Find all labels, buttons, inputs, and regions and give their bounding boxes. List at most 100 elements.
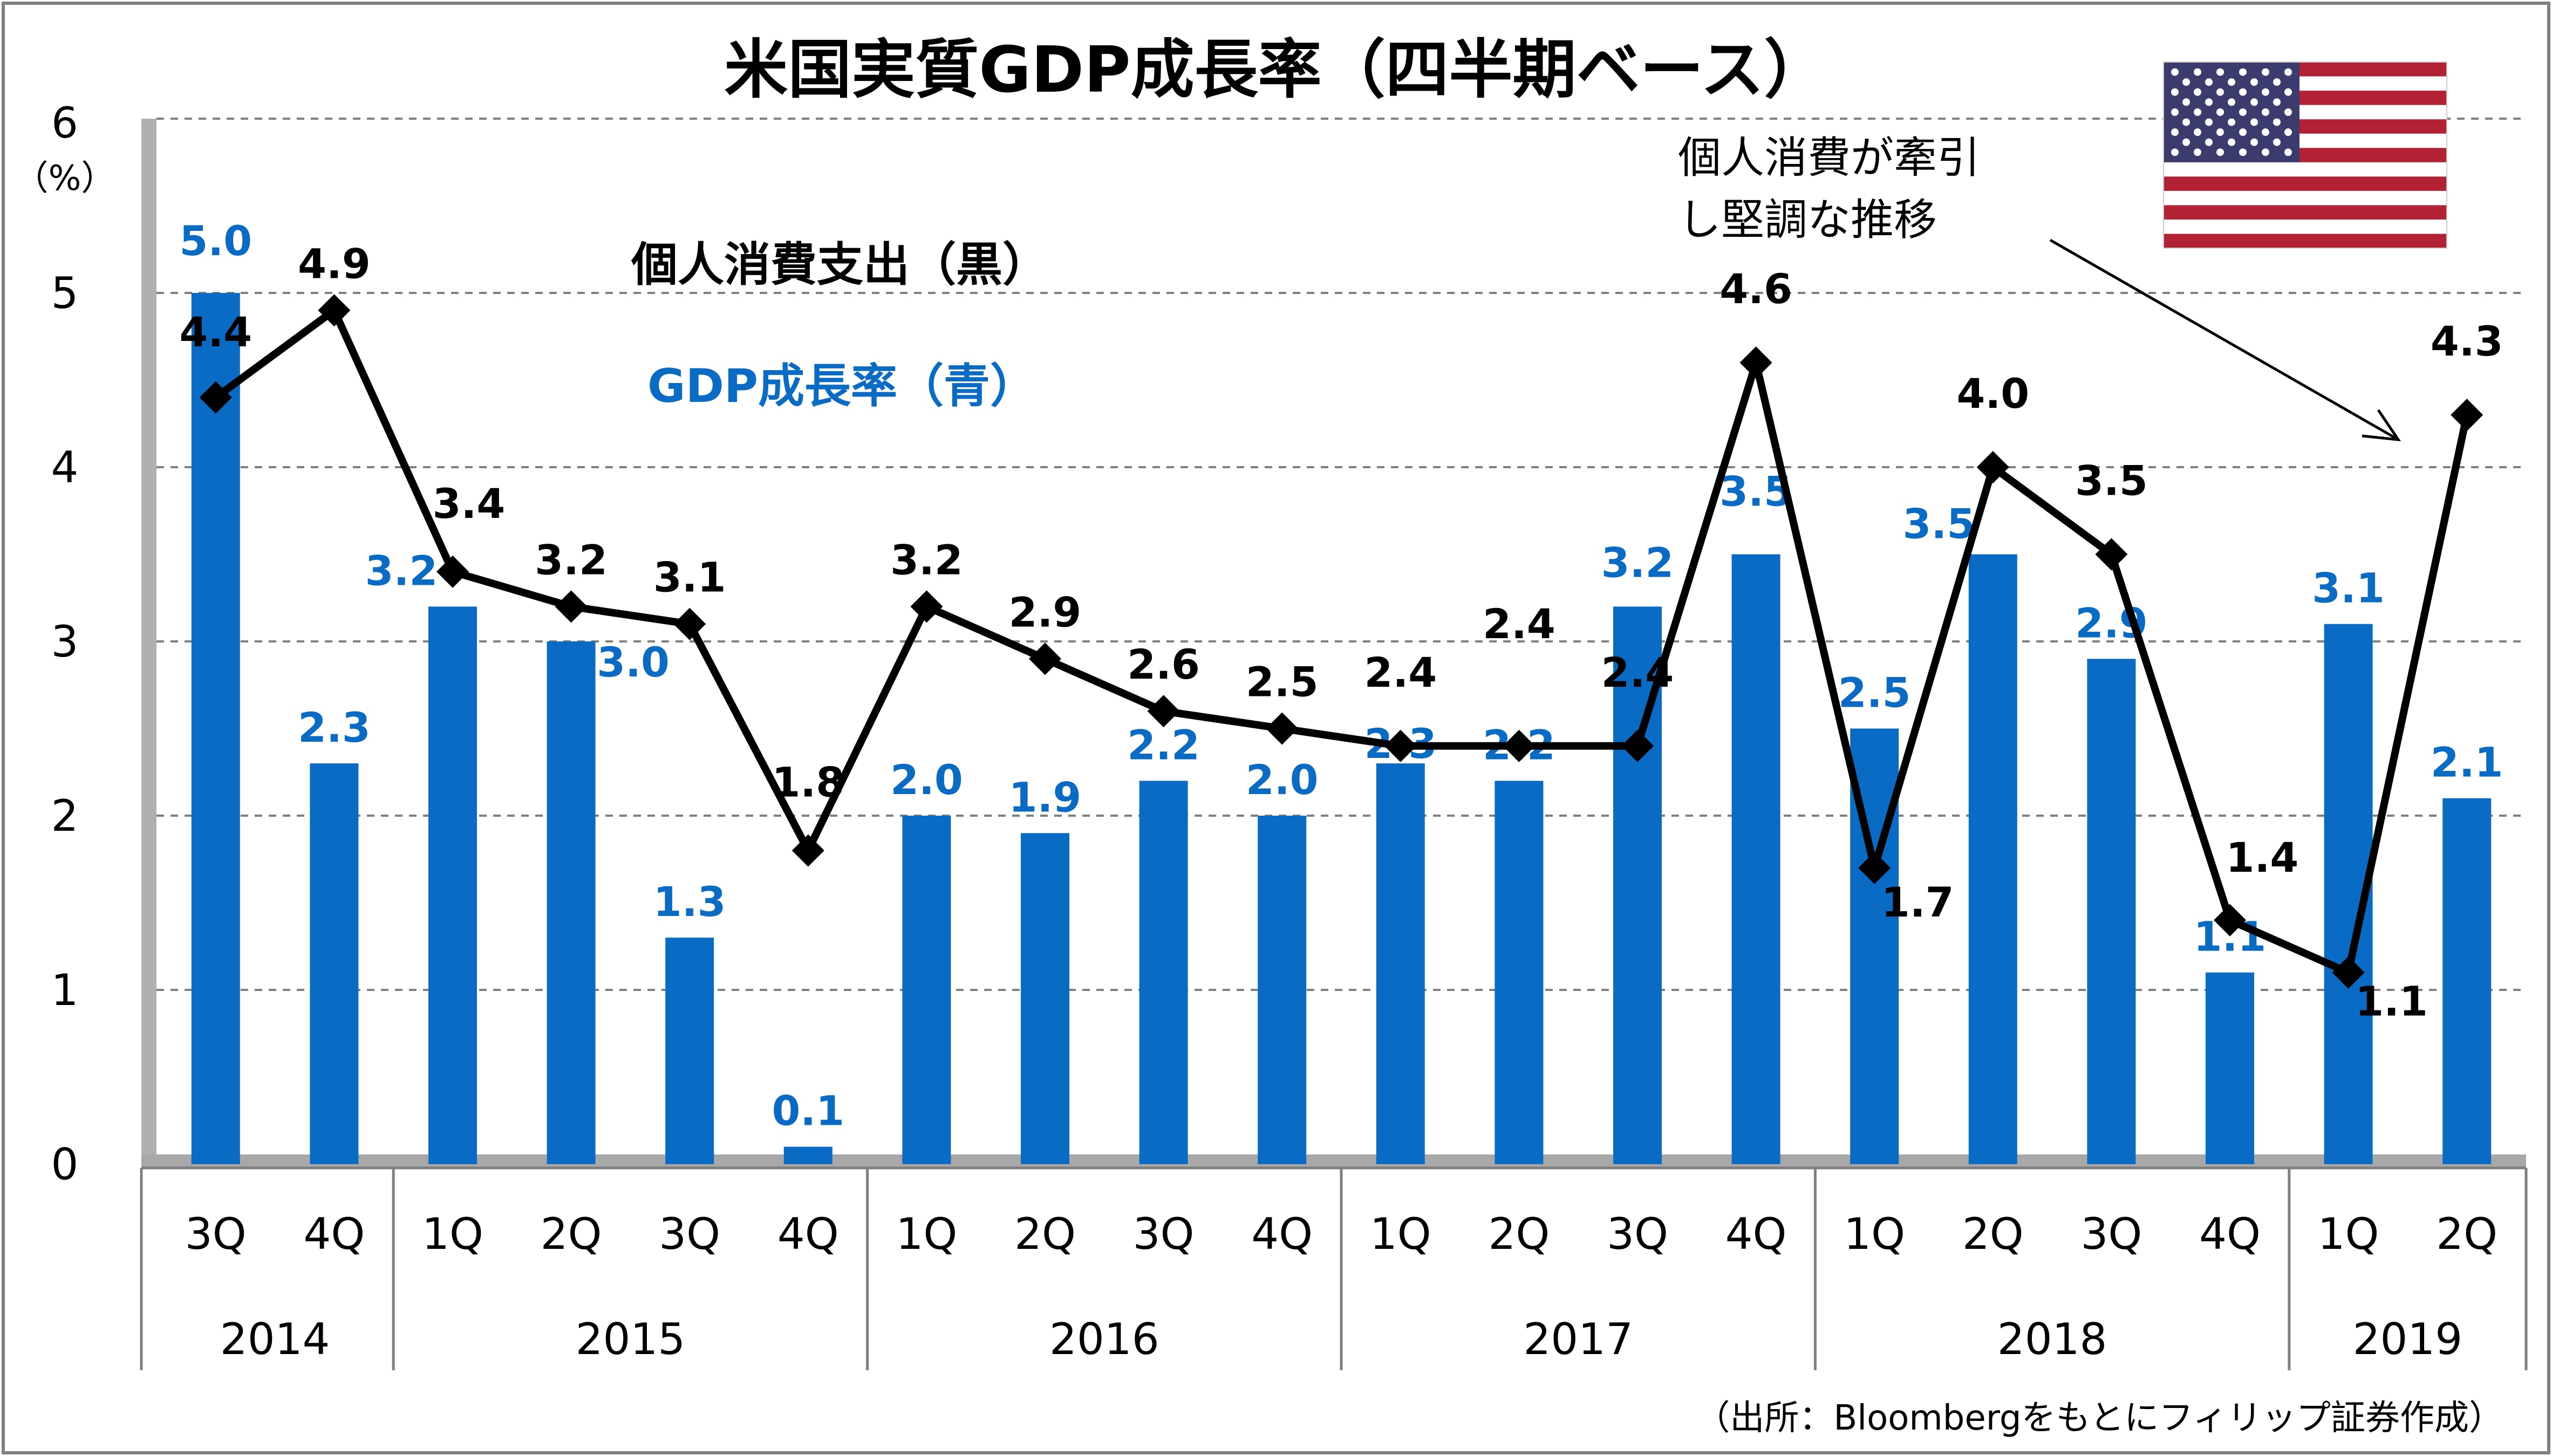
axis-wall: [141, 119, 156, 1165]
flag-star: [2239, 148, 2247, 156]
flag-star: [2284, 108, 2292, 116]
y-tick-label: 1: [51, 965, 79, 1015]
y-tick-label: 2: [51, 791, 79, 841]
flag-star: [2239, 128, 2247, 136]
chart-title: 米国実質GDP成長率（四半期ベース）: [724, 32, 1827, 107]
flag-star: [2228, 78, 2235, 86]
line-value-label: 3.4: [433, 480, 506, 528]
flag-star: [2216, 148, 2224, 156]
flag-stripe: [2164, 205, 2447, 220]
flag-star: [2228, 98, 2235, 106]
line-value-label: 3.2: [890, 536, 963, 584]
flag-star: [2273, 138, 2281, 146]
flag-star: [2171, 128, 2179, 136]
x-tick-label: 2Q: [541, 1209, 602, 1259]
bar-value-label: 3.1: [2312, 564, 2385, 612]
line-value-label: 2.4: [1364, 648, 1437, 696]
year-label: 2019: [2353, 1314, 2463, 1364]
x-tick-label: 1Q: [2318, 1209, 2379, 1259]
x-tick-label: 4Q: [303, 1209, 365, 1259]
line-value-label: 2.4: [1601, 648, 1674, 696]
annotation-line-2: し堅調な推移: [1678, 195, 1937, 245]
bar: [1731, 554, 1780, 1164]
bar: [547, 641, 596, 1164]
year-label: 2018: [1997, 1314, 2107, 1364]
flag-star: [2250, 118, 2258, 126]
flag-star: [2171, 68, 2179, 76]
flag-star: [2194, 68, 2201, 76]
line-point: [673, 607, 706, 640]
line-point: [1029, 642, 1061, 675]
bar: [310, 763, 359, 1164]
flag-star: [2228, 138, 2235, 146]
line-value-labels: 4.4 4.9 3.4 3.2 3.1 1.8 3.2 2.9 2.6 2.5 2.4 2.4 2.4 4…: [179, 240, 2503, 1025]
line-value-label: 4.6: [1719, 265, 1792, 313]
line-point: [2451, 399, 2483, 432]
line-point: [1384, 729, 1417, 762]
bar-value-label: 2.0: [890, 756, 963, 804]
bar: [902, 816, 951, 1164]
x-tick-label: 4Q: [777, 1209, 839, 1259]
line-value-label: 2.6: [1127, 640, 1200, 688]
bar: [1258, 816, 1307, 1164]
bar: [2442, 798, 2492, 1164]
flag-star: [2194, 128, 2201, 136]
line-value-label: 3.5: [2075, 457, 2148, 505]
x-tick-label: 1Q: [1844, 1209, 1905, 1259]
flag-star: [2284, 128, 2292, 136]
year-label: 2015: [576, 1314, 686, 1364]
line-value-label: 4.0: [1956, 370, 2029, 418]
bar-series: [191, 293, 2492, 1164]
line-point: [2214, 904, 2246, 937]
flag-star: [2171, 108, 2179, 116]
x-tick-label: 3Q: [2080, 1209, 2142, 1259]
flag-star: [2250, 78, 2258, 86]
x-tick-label: 1Q: [422, 1209, 483, 1259]
flag-star: [2194, 148, 2201, 156]
flag-star: [2194, 88, 2201, 96]
line-point: [555, 590, 588, 623]
line-point: [1739, 346, 1772, 379]
flag-star: [2262, 128, 2269, 136]
flag-stripe: [2164, 176, 2447, 192]
y-tick-labels: 0 1 2 3 4 5: [51, 268, 79, 1190]
axis-floor: [141, 1154, 2526, 1168]
line-value-label: 1.8: [772, 758, 844, 806]
bar: [1021, 833, 1069, 1164]
flag-star: [2205, 78, 2213, 86]
x-tick-label: 3Q: [185, 1209, 247, 1259]
year-label: 2017: [1523, 1314, 1633, 1364]
bar-value-label: 2.1: [2431, 739, 2503, 787]
y-tick-label: 4: [51, 442, 79, 493]
flag-stripe: [2164, 190, 2447, 206]
bar-value-label: 3.0: [597, 638, 670, 686]
line-value-label: 4.3: [2431, 317, 2503, 365]
legend-consumption: 個人消費支出（黒）: [631, 238, 1049, 292]
flag-stripe: [2164, 234, 2447, 249]
bar: [783, 1146, 833, 1164]
line-value-label: 4.9: [298, 240, 371, 288]
flag-star: [2284, 68, 2292, 76]
flag-star: [2216, 88, 2224, 96]
y-tick-label: 5: [51, 268, 79, 318]
line-point: [1976, 451, 2009, 483]
flag-star: [2216, 128, 2224, 136]
x-tick-label: 1Q: [896, 1209, 957, 1259]
year-label: 2014: [220, 1314, 330, 1364]
x-tick-label: 3Q: [659, 1209, 720, 1259]
flag-star: [2239, 88, 2247, 96]
line-point: [1147, 695, 1180, 728]
x-tick-label: 4Q: [2199, 1209, 2261, 1259]
bar-value-label: 5.0: [179, 217, 252, 265]
x-tick-label: 2Q: [2436, 1209, 2498, 1259]
legend-gdp: GDP成長率（青）: [647, 359, 1036, 413]
flag-star: [2182, 98, 2190, 106]
bar-value-label: 0.1: [772, 1087, 844, 1135]
line-value-label: 2.9: [1009, 588, 1082, 636]
bar: [1376, 763, 1425, 1164]
year-label: 2016: [1049, 1314, 1159, 1364]
line-point: [791, 834, 824, 867]
flag-star: [2228, 118, 2235, 126]
y-tick-label: 0: [51, 1139, 79, 1190]
line-point: [1621, 729, 1654, 762]
